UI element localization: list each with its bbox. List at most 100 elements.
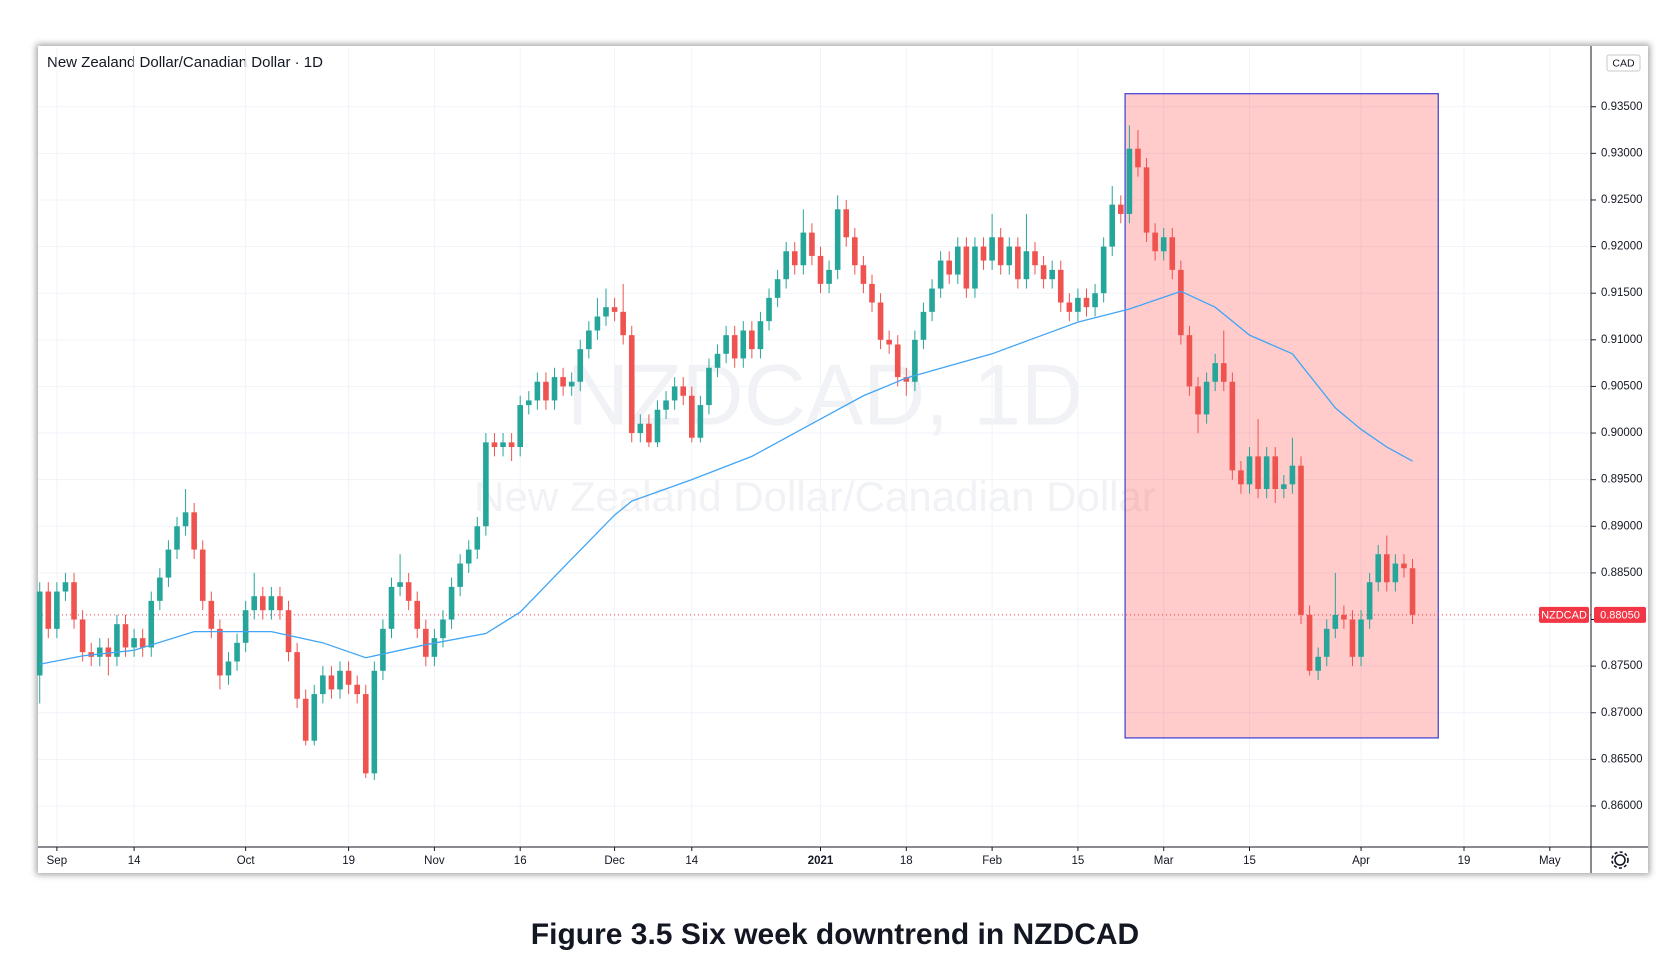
- candle-body: [920, 311, 927, 340]
- y-tick-label: 0.91500: [1601, 287, 1643, 299]
- candle-body: [234, 642, 240, 662]
- candle-body: [972, 246, 978, 289]
- candle-body: [594, 316, 601, 331]
- y-tick-label: 0.90000: [1601, 427, 1643, 439]
- candle-body: [414, 600, 421, 629]
- gear-teeth: [1611, 851, 1629, 869]
- candle-body: [628, 335, 635, 434]
- candle-body: [1212, 363, 1218, 382]
- candle-body: [259, 596, 266, 611]
- candle-body: [1246, 456, 1253, 485]
- candle-body: [1118, 204, 1124, 214]
- x-tick-label: May: [1539, 855, 1561, 867]
- candle-body: [345, 670, 352, 685]
- y-tick-label: 0.93500: [1601, 101, 1643, 113]
- candle-body: [174, 526, 180, 550]
- x-tick-label: Mar: [1154, 855, 1174, 867]
- candle-body: [1306, 614, 1313, 671]
- candle-body: [1255, 456, 1261, 489]
- x-tick-label: 2021: [808, 855, 834, 867]
- candle-body: [1366, 582, 1373, 620]
- candle-body: [491, 442, 498, 448]
- x-tick-label: Oct: [237, 855, 256, 867]
- candle-body: [217, 628, 223, 676]
- candle-body: [354, 684, 360, 695]
- candle-body: [1023, 251, 1030, 280]
- candle-body: [1049, 269, 1055, 280]
- candle-body: [474, 526, 481, 550]
- candle-body: [1272, 456, 1279, 489]
- candle-body: [1332, 614, 1339, 629]
- x-tick-label: 15: [1243, 855, 1256, 867]
- candle-body: [714, 353, 721, 368]
- candle-body: [1032, 251, 1038, 266]
- candle-body: [182, 512, 189, 527]
- candle-body: [208, 600, 215, 629]
- chart-title: New Zealand Dollar/Canadian Dollar · 1D: [47, 54, 323, 71]
- candle-body: [740, 330, 747, 359]
- x-tick-label: Nov: [424, 855, 445, 867]
- candle-body: [45, 591, 52, 629]
- candle-body: [912, 339, 918, 382]
- candle-body: [1281, 484, 1287, 489]
- candle-body: [54, 591, 60, 629]
- highlight-zone: [1124, 93, 1439, 739]
- y-tick-label: 0.93000: [1601, 147, 1643, 159]
- candle-body: [809, 232, 815, 256]
- symbol-label-box: [1539, 606, 1589, 623]
- candle-body: [646, 423, 652, 443]
- candle-body: [560, 377, 566, 387]
- candle-body: [997, 237, 1004, 266]
- candle-body: [1178, 269, 1184, 336]
- candle-body: [1315, 656, 1321, 671]
- candle-body: [277, 596, 283, 611]
- candle-body: [500, 442, 506, 448]
- candle-body: [680, 386, 687, 396]
- candle-body: [1220, 363, 1227, 382]
- candle-body: [1195, 386, 1201, 415]
- candle-body: [285, 610, 292, 653]
- candle-body: [929, 288, 935, 312]
- currency-label: CAD: [1612, 57, 1635, 69]
- figure-caption: Figure 3.5 Six week downtrend in NZDCAD: [531, 918, 1139, 951]
- x-tick-label: Feb: [982, 855, 1002, 867]
- candle-body: [380, 628, 386, 671]
- candle-body: [766, 297, 772, 322]
- candle-body: [139, 638, 146, 648]
- candle-body: [1323, 628, 1330, 657]
- candle-body: [783, 251, 789, 280]
- y-tick-label: 0.87000: [1601, 707, 1643, 719]
- candle-body: [723, 335, 729, 354]
- y-tick-label: 0.91000: [1601, 334, 1643, 346]
- candle-body: [843, 209, 850, 238]
- candle-body: [586, 330, 592, 350]
- x-tick-label: 15: [1072, 855, 1085, 867]
- candle-body: [1383, 554, 1390, 583]
- candle-body: [71, 582, 77, 620]
- y-tick-label: 0.86000: [1601, 800, 1643, 812]
- candle-body: [1229, 381, 1236, 471]
- candle-body: [508, 442, 515, 448]
- candle-body: [268, 596, 275, 611]
- candle-body: [131, 638, 137, 648]
- candle-body: [105, 647, 112, 657]
- candle-body: [114, 624, 120, 657]
- candle-body: [1109, 204, 1116, 247]
- candle-body: [191, 512, 197, 550]
- candle-body: [937, 260, 944, 289]
- watermark: NZDCAD, 1D: [567, 348, 1083, 444]
- candle-body: [1100, 246, 1107, 294]
- candle-body: [671, 386, 678, 401]
- price-label-box: [1594, 606, 1646, 623]
- candle-body: [1186, 335, 1193, 387]
- candle-body: [731, 335, 738, 359]
- candle-body: [320, 675, 326, 695]
- candle-body: [903, 377, 910, 382]
- candle-body: [1392, 563, 1399, 583]
- settings-icon[interactable]: [1611, 851, 1629, 869]
- candle-body: [1040, 265, 1047, 280]
- candle-body: [603, 307, 609, 317]
- x-tick-label: Sep: [47, 855, 67, 867]
